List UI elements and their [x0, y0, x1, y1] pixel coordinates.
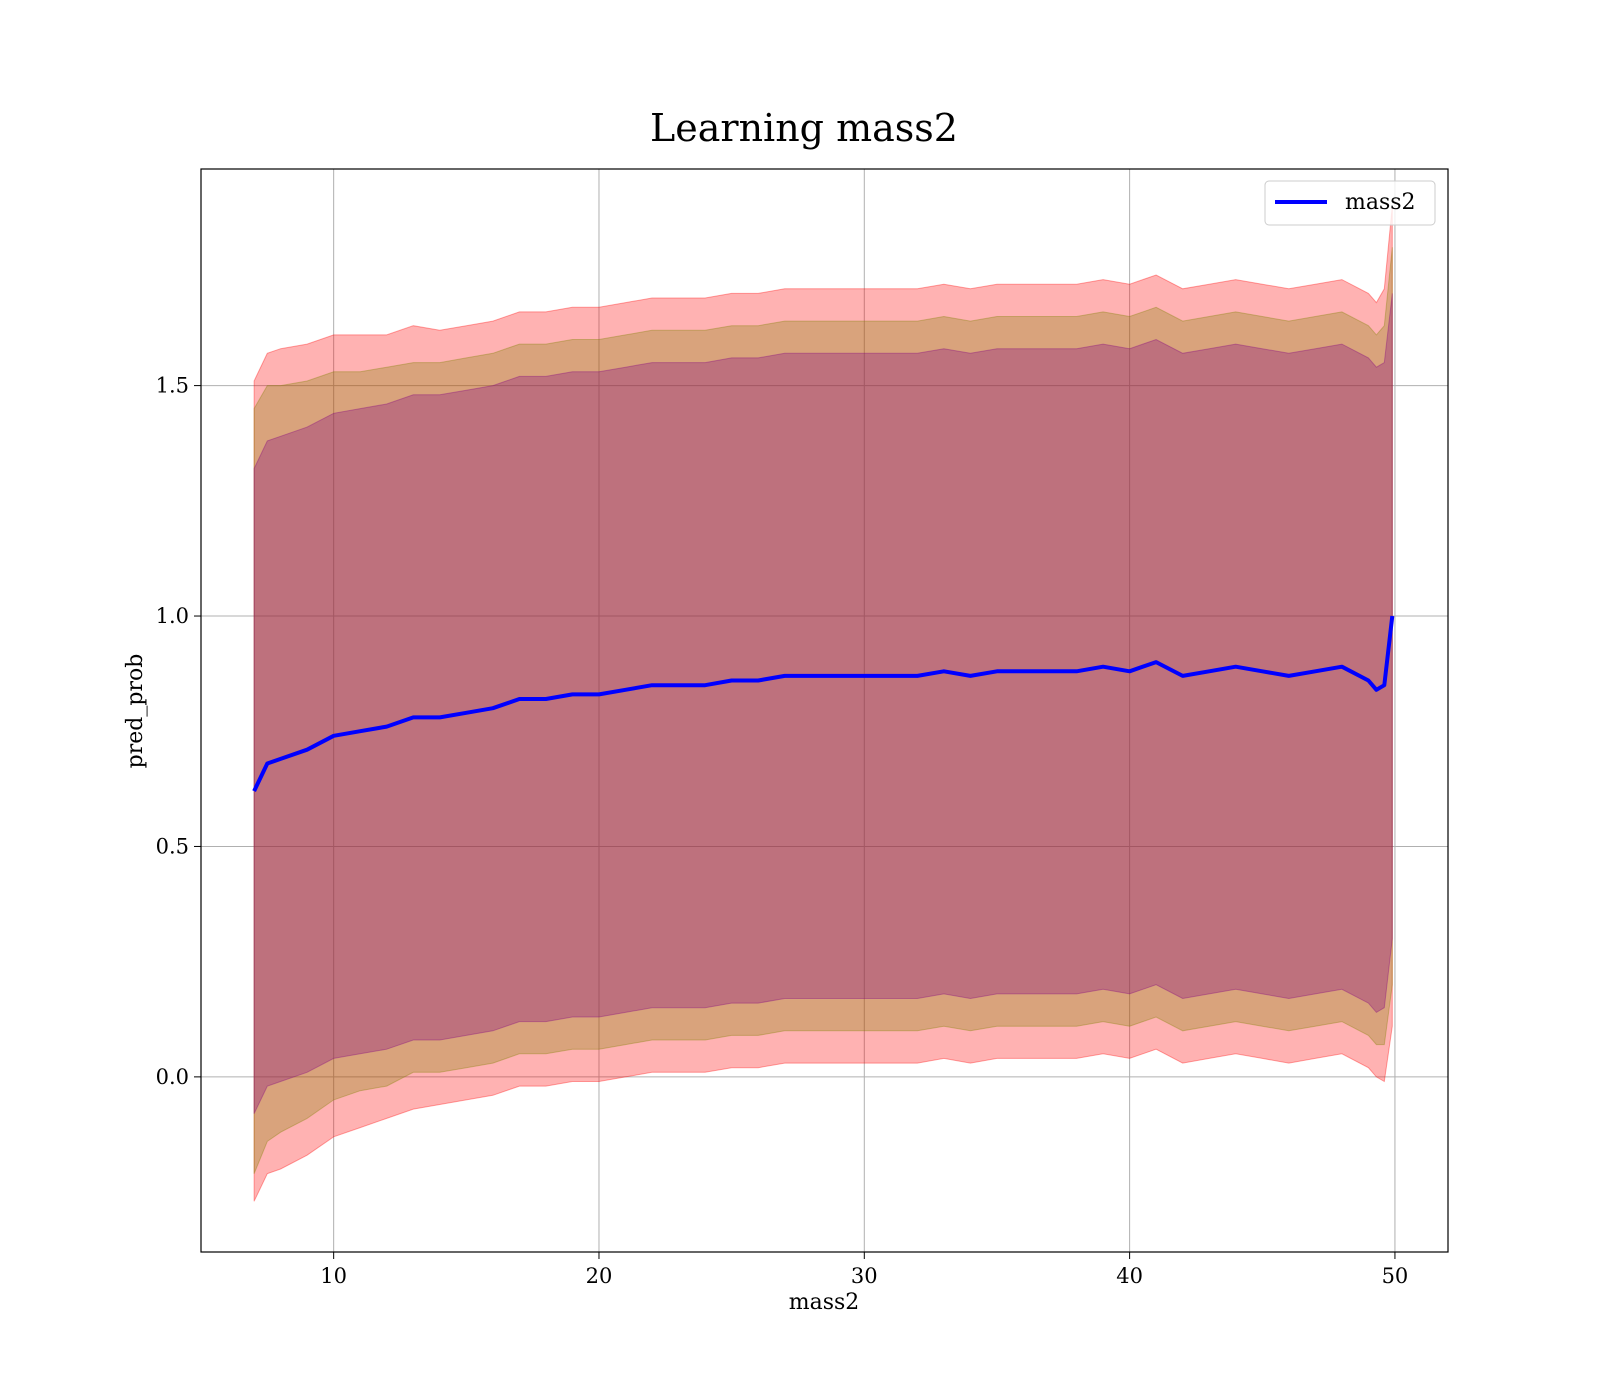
- y-tick-label: 1.5: [156, 374, 189, 398]
- series-lines: [252, 615, 1395, 792]
- x-axis-label: mass2: [789, 1290, 860, 1315]
- x-tick-label: 10: [320, 1264, 347, 1288]
- legend: mass2: [1264, 180, 1436, 226]
- y-axis-ticks: 0.0 0.5 1.0 1.5: [156, 374, 201, 1089]
- y-tick-label: 0.0: [156, 1065, 189, 1089]
- legend-box: [1264, 180, 1436, 226]
- confidence-bands: [253, 205, 1393, 1202]
- plot-area-frame: [200, 168, 1449, 1253]
- x-tick-label: 50: [1382, 1264, 1409, 1288]
- chart-title: Learning mass2: [650, 106, 958, 150]
- y-axis-label: pred_prob: [123, 654, 148, 769]
- x-tick-label: 40: [1116, 1264, 1143, 1288]
- band-outer: [253, 205, 1393, 1202]
- x-axis-ticks: 10 20 30 40 50: [320, 1252, 1408, 1288]
- y-tick-label: 1.0: [156, 604, 189, 628]
- y-tick-label: 0.5: [156, 834, 189, 858]
- x-tick-label: 20: [586, 1264, 613, 1288]
- x-tick-label: 30: [851, 1264, 878, 1288]
- band-inner: [253, 293, 1393, 1114]
- legend-label-mass2: mass2: [1345, 190, 1416, 215]
- series-line-mass2: [252, 615, 1395, 792]
- band-middle: [253, 247, 1393, 1174]
- grid-lines: [201, 169, 1448, 1252]
